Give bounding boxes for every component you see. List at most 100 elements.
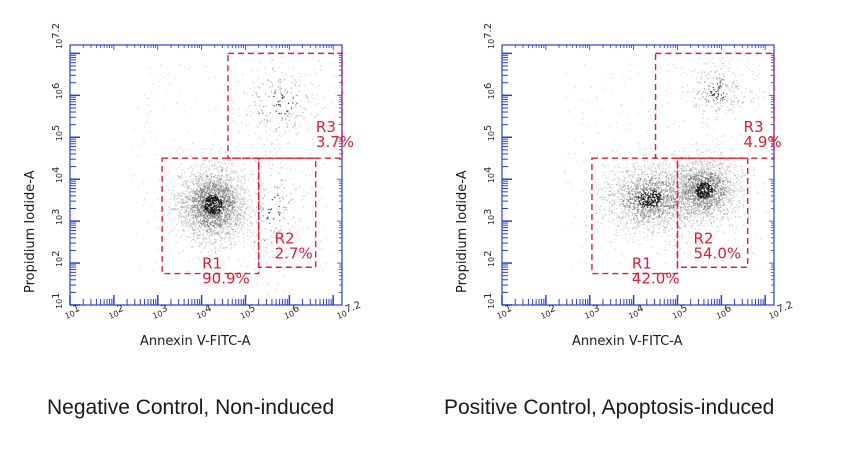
scatter-point [219, 223, 221, 226]
scatter-point [227, 256, 229, 258]
scatter-point [687, 215, 689, 217]
scatter-point [731, 136, 733, 138]
scatter-point [197, 192, 199, 194]
scatter-point [261, 112, 264, 114]
scatter-point [197, 177, 200, 179]
scatter-point [197, 196, 199, 198]
scatter-point [321, 248, 323, 249]
scatter-point [269, 129, 271, 131]
scatter-point [214, 199, 216, 201]
scatter-point [283, 274, 285, 277]
scatter-point [219, 183, 221, 185]
scatter-point [230, 226, 232, 228]
scatter-point [627, 240, 629, 242]
scatter-point [206, 229, 208, 231]
scatter-plot-negative-control: 101 102 103 104 105 106 107.210110210310410510… [23, 23, 363, 349]
scatter-point [639, 181, 641, 183]
scatter-point [309, 174, 311, 176]
scatter-point [211, 176, 213, 178]
scatter-point [640, 219, 642, 221]
scatter-point [218, 213, 220, 215]
scatter-point [284, 89, 286, 91]
scatter-point [646, 131, 648, 132]
scatter-point [710, 222, 712, 224]
scatter-point [228, 258, 230, 260]
scatter-point [196, 163, 198, 165]
scatter-point [219, 234, 221, 236]
scatter-point [225, 214, 227, 216]
scatter-point [681, 158, 683, 160]
scatter-point [223, 92, 225, 94]
scatter-point [235, 216, 237, 218]
scatter-point [654, 200, 656, 202]
scatter-point [291, 242, 293, 244]
scatter-point [667, 214, 669, 217]
scatter-point [287, 115, 289, 117]
scatter-point [639, 201, 641, 203]
scatter-point [212, 192, 214, 194]
scatter-point [241, 228, 243, 230]
scatter-point [247, 45, 249, 47]
scatter-point [635, 193, 637, 195]
scatter-point [575, 86, 577, 88]
scatter-point [246, 114, 248, 116]
scatter-point [607, 183, 609, 185]
scatter-point [209, 193, 212, 195]
scatter-point [661, 114, 663, 116]
scatter-point [211, 179, 213, 181]
scatter-point [664, 156, 666, 158]
scatter-point [322, 269, 324, 271]
scatter-point [223, 207, 225, 209]
scatter-point [659, 163, 661, 165]
scatter-point [146, 113, 148, 115]
scatter-point [228, 205, 230, 207]
scatter-point [642, 231, 644, 233]
scatter-point [279, 100, 281, 102]
scatter-point [282, 191, 284, 193]
scatter-point [660, 226, 662, 228]
scatter-point [185, 215, 188, 217]
scatter-point [205, 220, 207, 222]
scatter-point [223, 200, 225, 202]
scatter-point [245, 198, 247, 200]
scatter-point [256, 139, 258, 140]
scatter-point [238, 178, 240, 180]
scatter-point [210, 195, 212, 197]
scatter-point [320, 65, 322, 67]
scatter-point [672, 245, 674, 247]
scatter-point [206, 166, 208, 168]
scatter-point [285, 94, 286, 96]
scatter-point [192, 239, 194, 241]
scatter-point [732, 189, 734, 191]
scatter-point [605, 187, 607, 189]
scatter-point [669, 189, 671, 191]
scatter-point [237, 213, 239, 215]
scatter-point [192, 217, 194, 219]
scatter-point [328, 125, 330, 127]
scatter-point [191, 214, 194, 216]
scatter-point [147, 192, 148, 194]
scatter-point [220, 185, 223, 187]
scatter-point [680, 182, 682, 184]
scatter-point [618, 201, 620, 203]
scatter-point [305, 109, 307, 111]
scatter-point [170, 229, 172, 231]
scatter-point [222, 166, 224, 168]
scatter-point [218, 202, 220, 204]
scatter-point [234, 188, 236, 191]
scatter-point [206, 230, 208, 232]
scatter-point [143, 126, 145, 128]
scatter-point [131, 174, 133, 176]
scatter-point [197, 237, 199, 239]
scatter-point [257, 110, 259, 112]
scatter-point [205, 185, 207, 188]
scatter-point [696, 143, 698, 145]
scatter-point [762, 91, 763, 93]
scatter-point [673, 135, 675, 137]
scatter-point [195, 183, 197, 185]
scatter-point [223, 176, 225, 178]
scatter-point [224, 223, 226, 225]
scatter-point [701, 104, 703, 106]
scatter-point [274, 186, 276, 188]
scatter-point [663, 142, 665, 143]
